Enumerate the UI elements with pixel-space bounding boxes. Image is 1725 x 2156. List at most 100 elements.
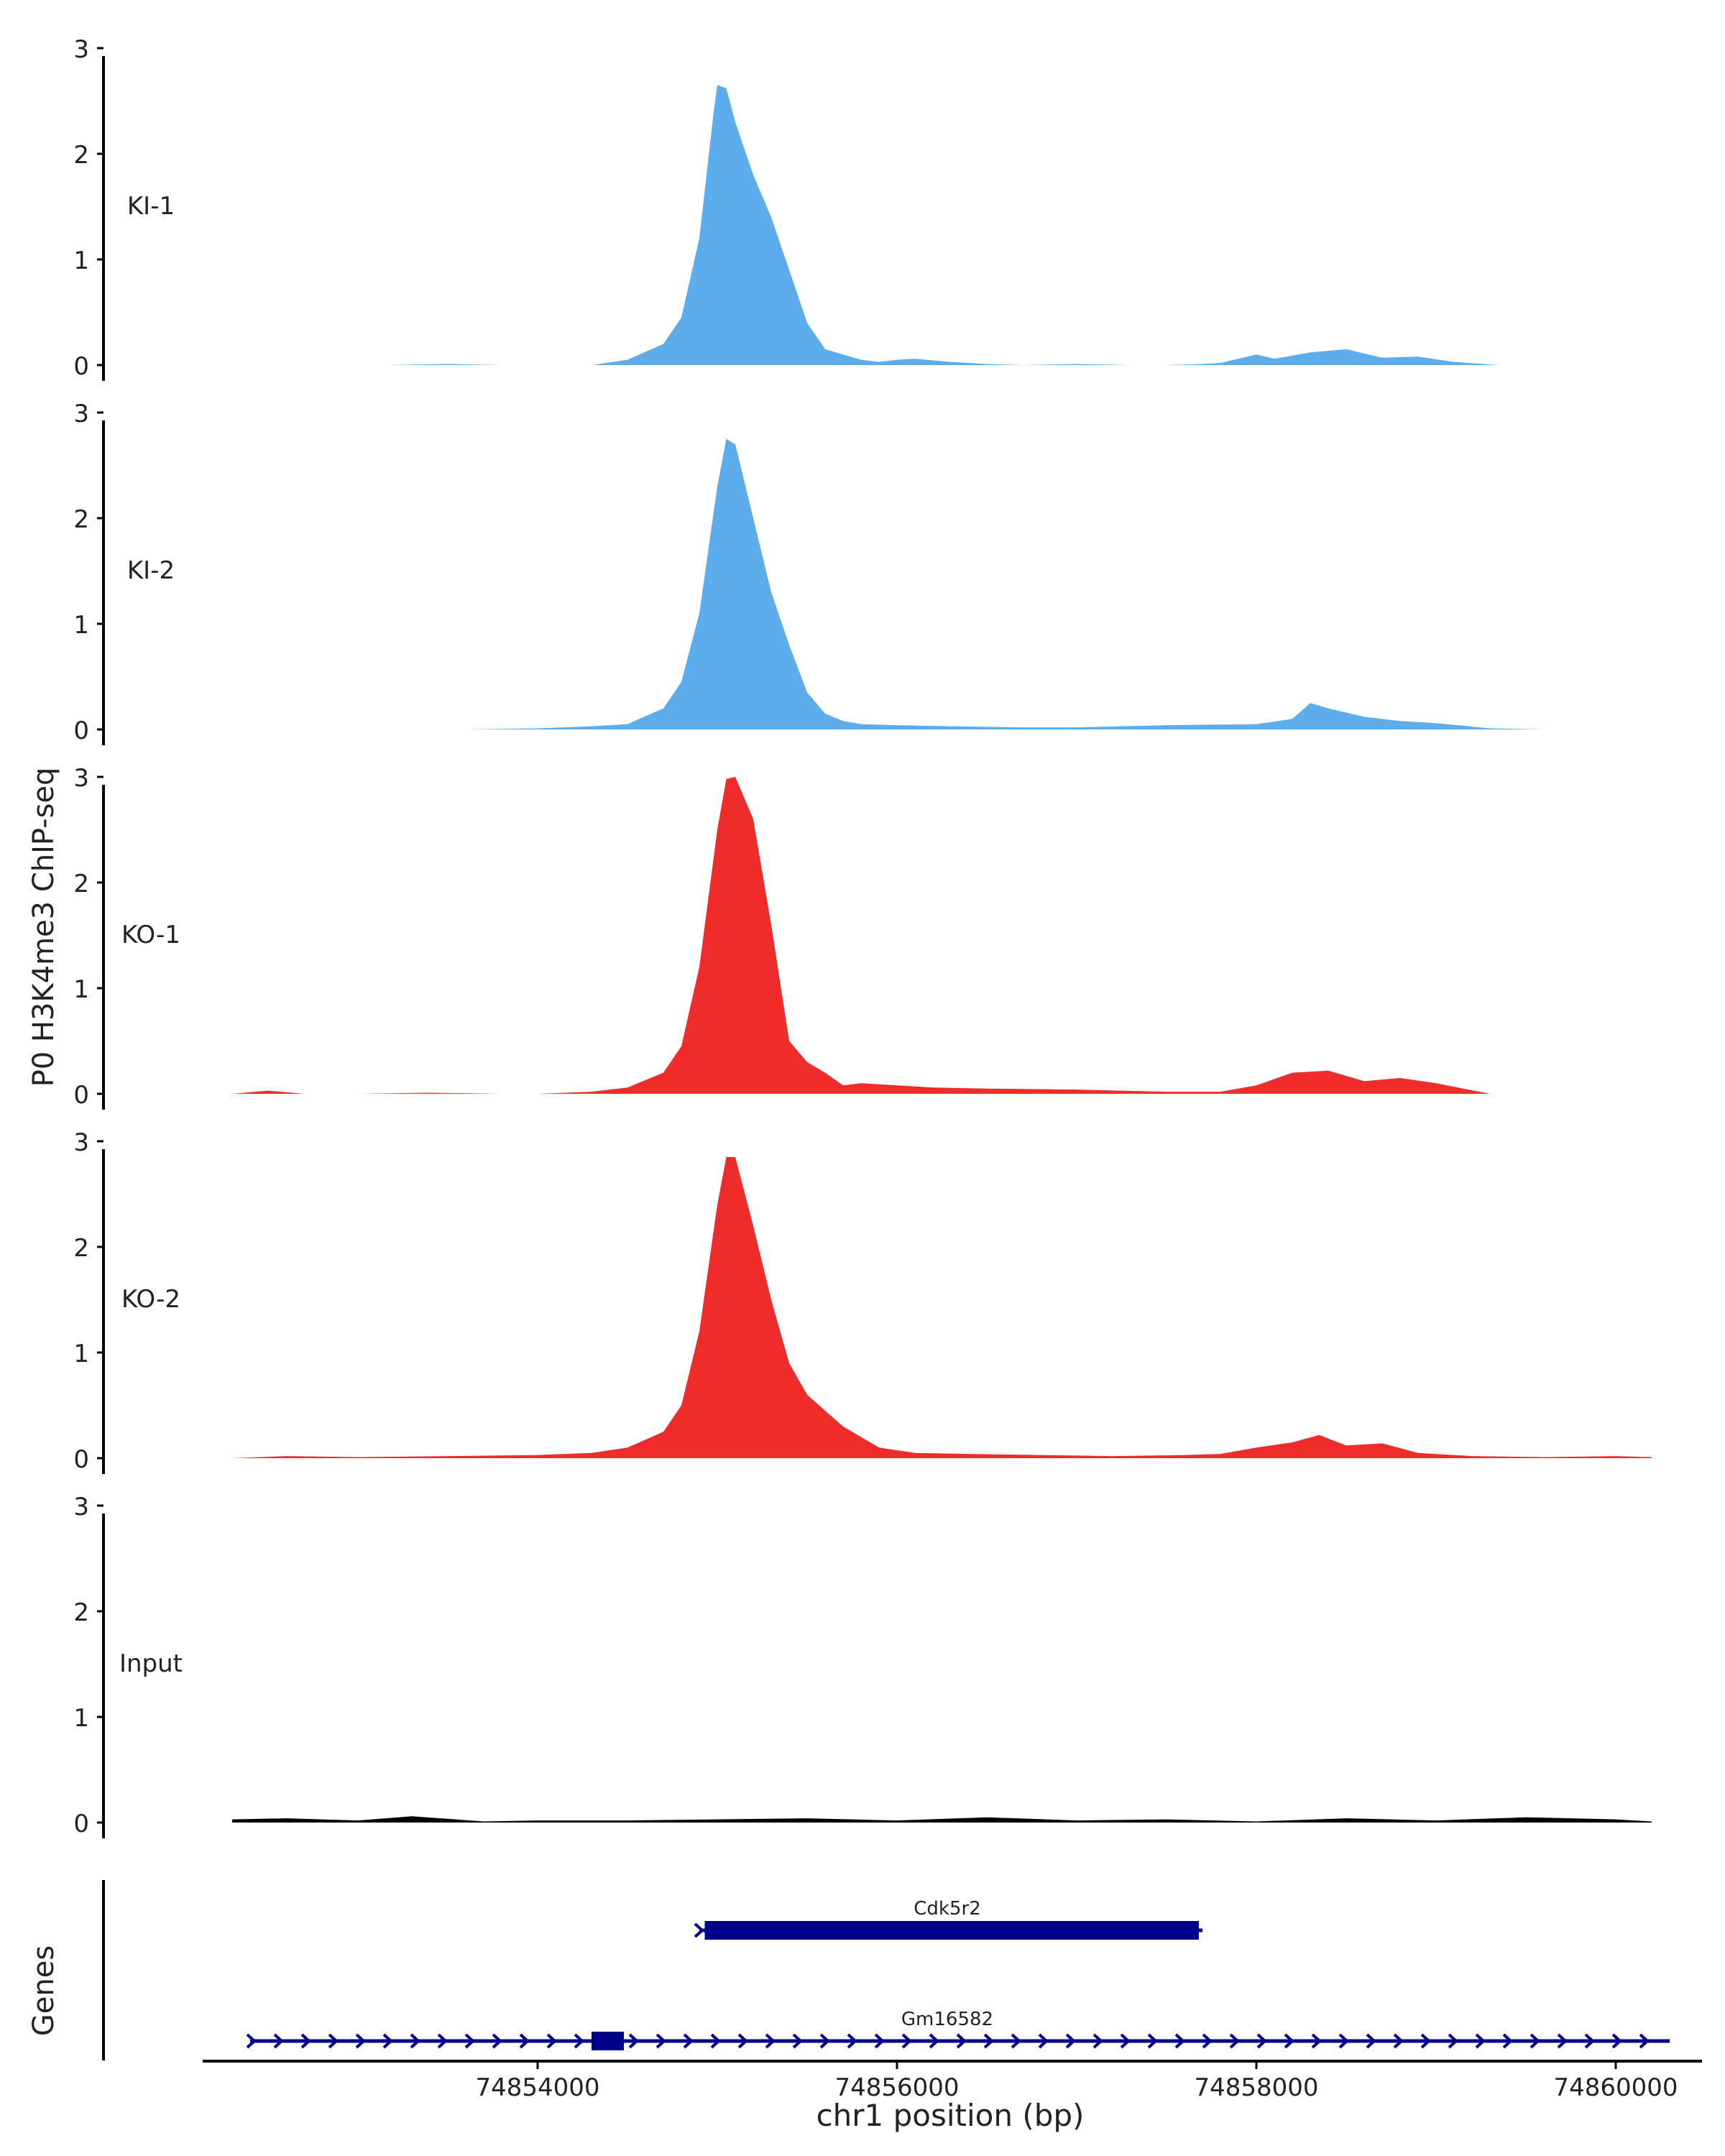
gene-gm16582: Gm16582 (246, 2009, 1670, 2050)
y-tick-label: 3 (73, 1493, 89, 1521)
strand-arrow (1174, 2033, 1185, 2049)
y-tick-label: 1 (73, 247, 89, 275)
y-tick-label: 1 (73, 1340, 89, 1368)
y-tick-label: 0 (73, 1810, 89, 1838)
track-ko-2: 0 1 2 3 KO-2 (73, 1128, 1652, 1474)
track-label: KI-1 (127, 192, 175, 221)
track-area (232, 777, 1490, 1094)
strand-arrow (956, 2033, 967, 2049)
strand-arrow (694, 1922, 704, 1938)
strand-arrow (710, 2033, 721, 2049)
strand-arrow (901, 2033, 912, 2049)
strand-arrow (1393, 2033, 1404, 2049)
y-tick-label: 1 (73, 975, 89, 1004)
strand-arrow (1475, 2033, 1486, 2049)
gene-cdk5r2: Cdk5r2 (694, 1898, 1202, 1940)
y-tick-label: 2 (73, 870, 89, 898)
strand-arrow (683, 2033, 694, 2049)
strand-arrow (1338, 2033, 1349, 2049)
y-tick-label: 0 (73, 352, 89, 381)
strand-arrow (1038, 2033, 1049, 2049)
y-tick-label: 1 (73, 611, 89, 640)
strand-arrow (1502, 2033, 1513, 2049)
y-tick-label: 0 (73, 1445, 89, 1474)
strand-arrow (1065, 2033, 1076, 2049)
track-label: Input (119, 1649, 183, 1678)
strand-arrow (819, 2033, 830, 2049)
strand-arrow (1639, 2033, 1650, 2049)
track-ki-1: 0 1 2 3 KI-1 (73, 35, 1499, 381)
strand-arrow (546, 2033, 557, 2049)
track-label: KO-1 (121, 921, 180, 949)
strand-arrow (355, 2033, 366, 2049)
track-ko-1: 0 1 2 3 KO-1 (73, 764, 1490, 1110)
y-tick-label: 2 (73, 1234, 89, 1263)
strand-arrow (246, 2033, 257, 2049)
y-tick-label: 3 (73, 764, 89, 793)
strand-arrow (765, 2033, 776, 2049)
gene-exon (704, 1921, 1199, 1940)
genes-axis-title: Genes (27, 1945, 60, 2036)
track-area (232, 1816, 1652, 1823)
x-tick-label: 74856000 (834, 2073, 959, 2102)
strand-arrow (1311, 2033, 1322, 2049)
strand-arrow (1584, 2033, 1595, 2049)
x-tick-label: 74854000 (475, 2073, 599, 2102)
strand-arrow (519, 2033, 530, 2049)
strand-arrow (1448, 2033, 1458, 2049)
strand-arrow (464, 2033, 475, 2049)
track-ki-2: 0 1 2 3 KI-2 (73, 400, 1616, 745)
track-input: 0 1 2 3 Input (73, 1493, 1652, 1838)
strand-arrow (792, 2033, 803, 2049)
track-area (385, 85, 1499, 366)
x-axis: 74854000 74856000 74858000 74860000 (203, 2060, 1702, 2102)
genes-panel: Cdk5r2 Gm16582 (102, 1880, 1670, 2060)
strand-arrow (1557, 2033, 1568, 2049)
y-tick-label: 0 (73, 717, 89, 745)
y-tick-label: 2 (73, 505, 89, 534)
gene-exon (592, 2032, 624, 2050)
strand-arrow (1120, 2033, 1131, 2049)
strand-arrow (1611, 2033, 1622, 2049)
y-tick-label: 3 (73, 1128, 89, 1157)
strand-arrow (300, 2033, 311, 2049)
strand-arrow (983, 2033, 994, 2049)
strand-arrow (492, 2033, 502, 2049)
strand-arrow (874, 2033, 885, 2049)
y-tick-label: 2 (73, 141, 89, 170)
strand-arrow (1092, 2033, 1103, 2049)
gene-name: Gm16582 (901, 2009, 993, 2030)
strand-arrow (574, 2033, 584, 2049)
strand-arrow (737, 2033, 748, 2049)
strand-arrow (628, 2033, 639, 2049)
strand-arrow (1011, 2033, 1021, 2049)
strand-arrow (328, 2033, 339, 2049)
y-tick-label: 0 (73, 1081, 89, 1110)
gene-name: Cdk5r2 (914, 1898, 981, 1920)
strand-arrow (1256, 2033, 1267, 2049)
strand-arrow (1229, 2033, 1240, 2049)
y-axis-title: P0 H3K4me3 ChIP-seq (27, 768, 60, 1087)
strand-arrow (1147, 2033, 1158, 2049)
strand-arrow (1366, 2033, 1376, 2049)
track-area (232, 1157, 1652, 1458)
track-area (322, 438, 1616, 729)
strand-arrow (929, 2033, 939, 2049)
x-tick-label: 74858000 (1194, 2073, 1318, 2102)
strand-arrow (410, 2033, 420, 2049)
y-tick-label: 3 (73, 400, 89, 428)
x-tick-label: 74860000 (1553, 2073, 1678, 2102)
strand-arrow (1530, 2033, 1540, 2049)
strand-arrow (847, 2033, 857, 2049)
y-tick-label: 2 (73, 1598, 89, 1627)
strand-arrow (273, 2033, 284, 2049)
x-axis-title: chr1 position (bp) (816, 2098, 1085, 2133)
tracks-layer: 0 1 2 3 KI-1 0 1 2 3 KI-2 0 1 2 3 KO-1 0 1 2 3 KO-2 0 1 2 3 Inpu… (73, 35, 1652, 1838)
strand-arrow (437, 2033, 448, 2049)
strand-arrow (1420, 2033, 1431, 2049)
y-tick-label: 1 (73, 1704, 89, 1733)
y-tick-label: 3 (73, 35, 89, 64)
strand-arrow (656, 2033, 666, 2049)
track-label: KO-2 (121, 1285, 180, 1314)
